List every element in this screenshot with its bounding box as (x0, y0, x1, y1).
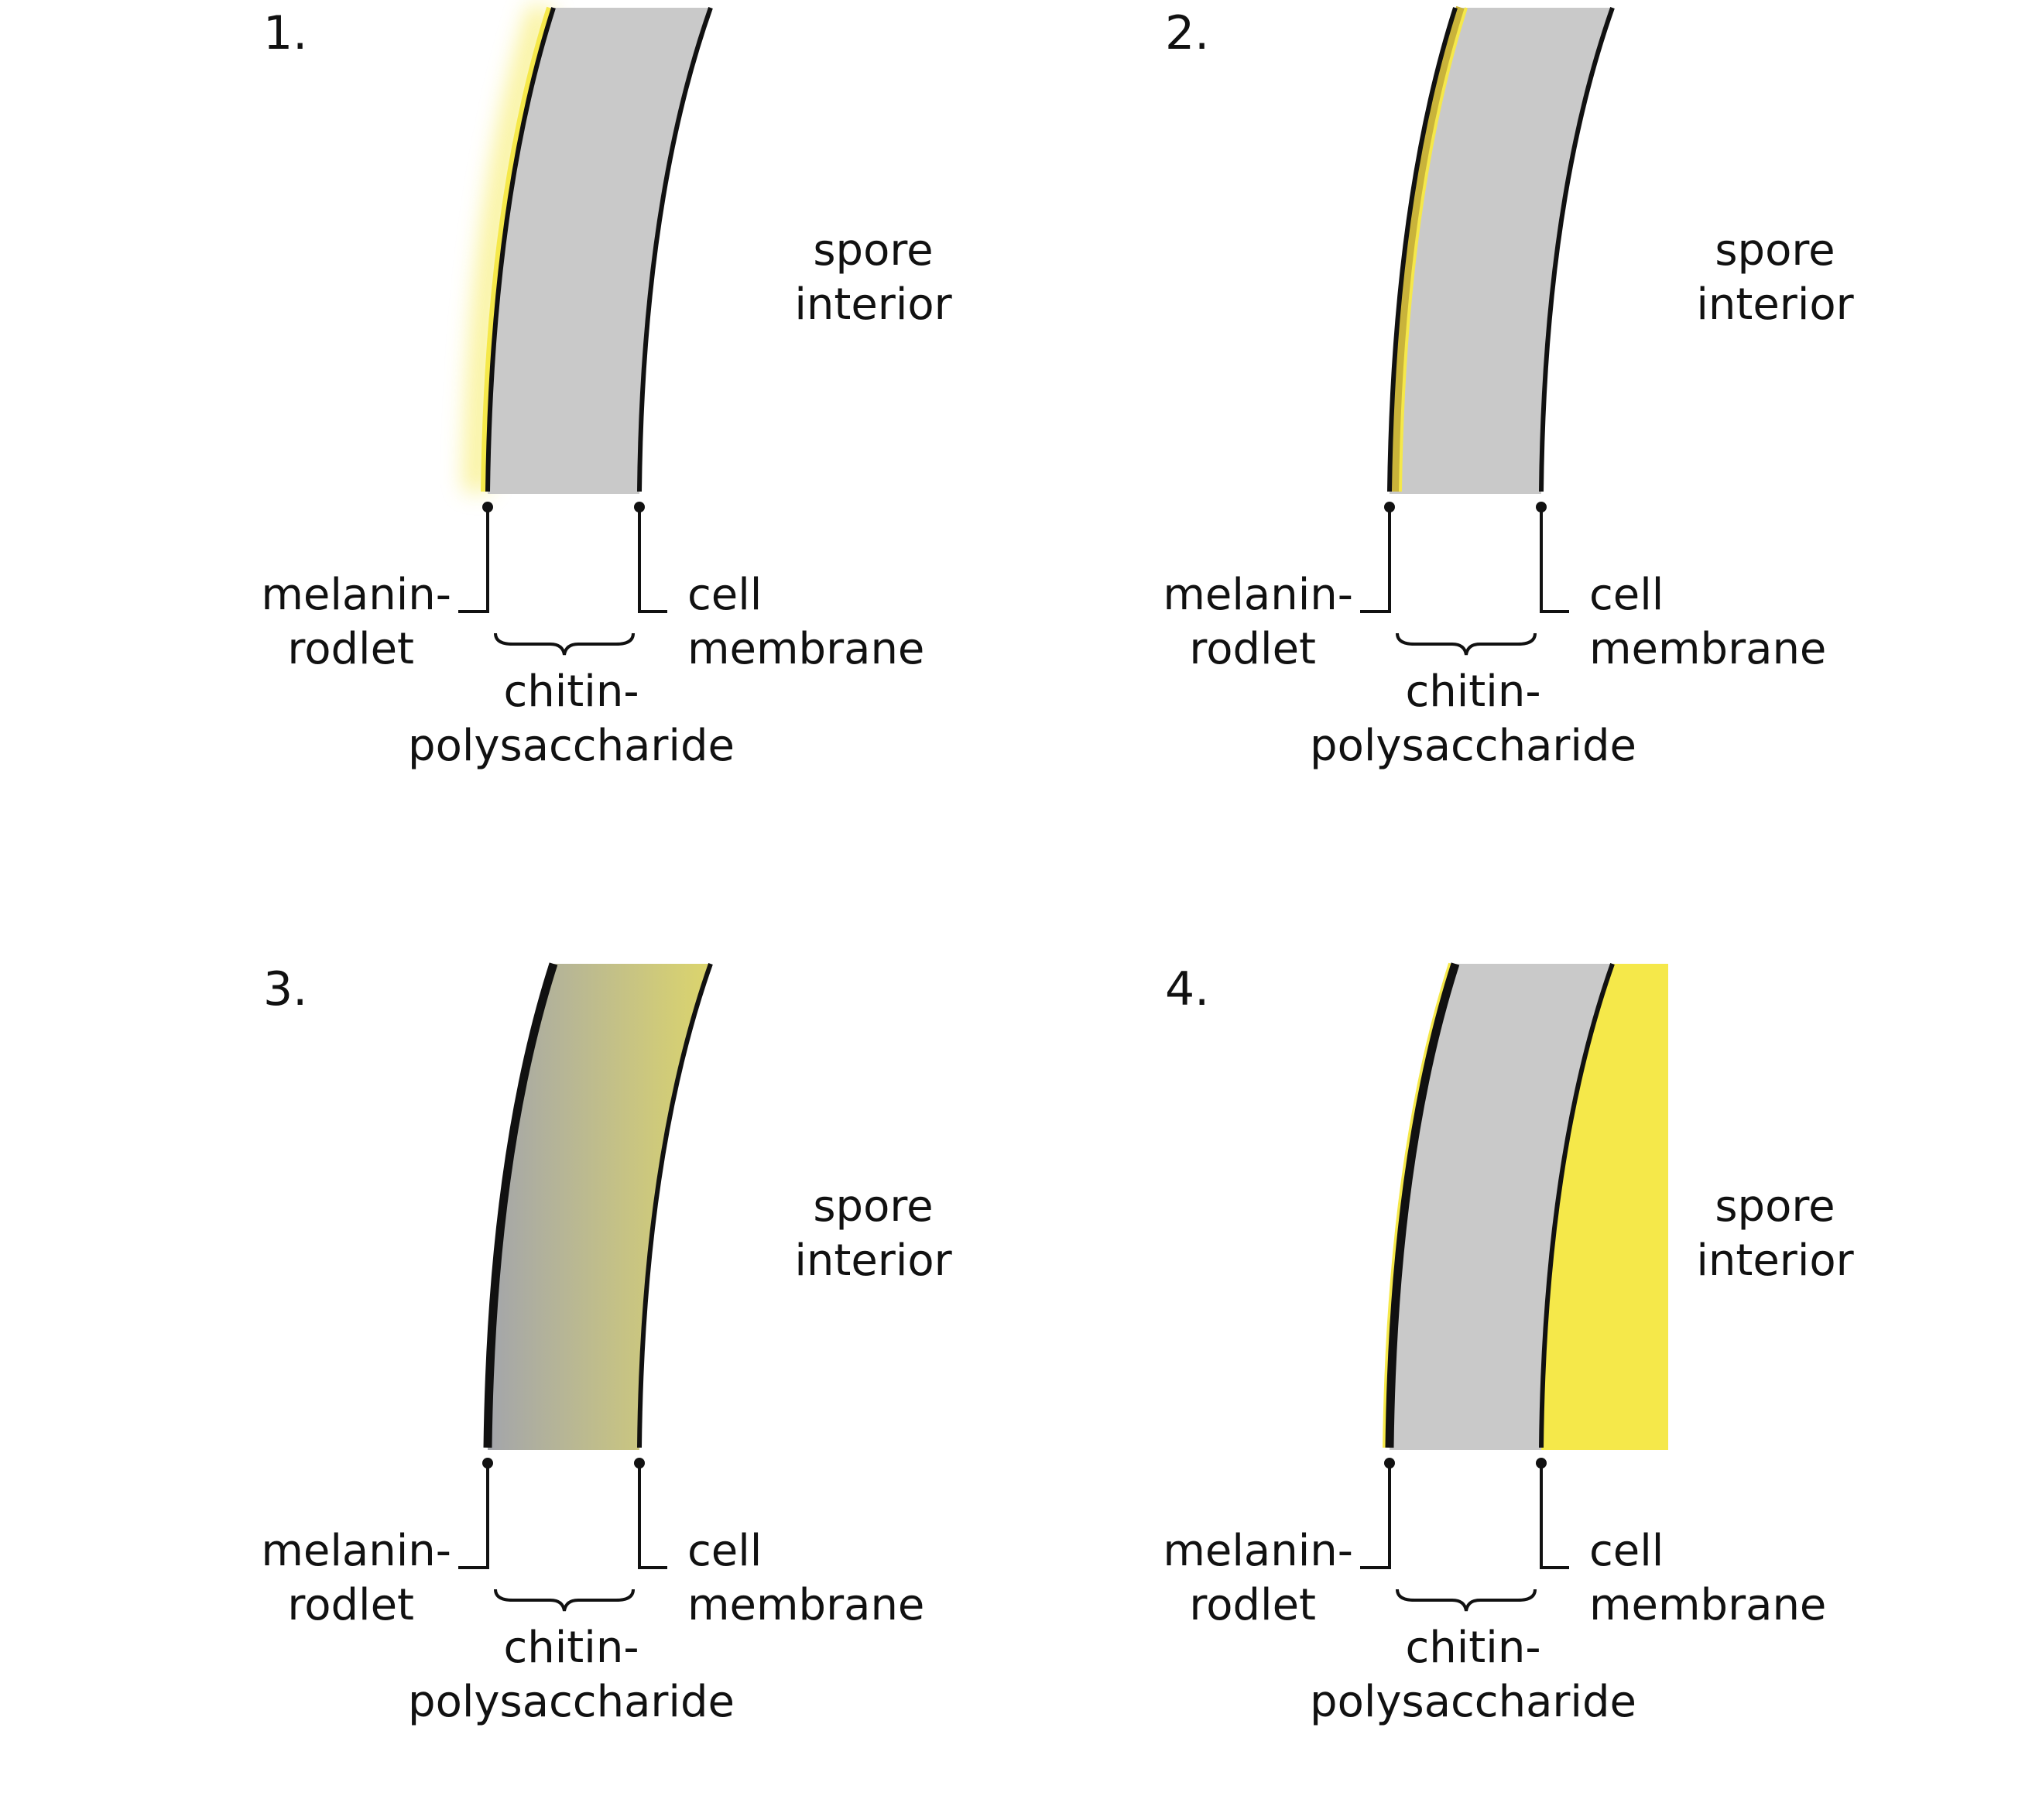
label-spore: spore (1715, 1181, 1835, 1232)
outer-band-highlight (1399, 7, 1468, 492)
cell-wall-body (1390, 964, 1612, 1450)
cell-wall-body (1390, 8, 1612, 494)
melanin-rodlet-line (483, 962, 558, 1448)
label-polysaccharide: polysaccharide (408, 1677, 735, 1727)
melanin-rodlet-line (1387, 7, 1458, 492)
cell-wall-body (488, 8, 711, 494)
spore-interior-fill (1541, 964, 1668, 1450)
label-chitin: chitin- (1405, 667, 1540, 717)
melanin-rodlet-line (1385, 962, 1460, 1448)
panel-number: 4. (1165, 962, 1209, 1016)
label-melanin: melanin- (261, 1526, 451, 1576)
label-rodlet: rodlet (1189, 1580, 1316, 1630)
label-cell: cell (1589, 1526, 1664, 1576)
label-chitin: chitin- (503, 667, 639, 717)
curly-brace (1396, 632, 1537, 656)
outer-leader-line (458, 1463, 489, 1569)
curly-brace (1396, 1589, 1537, 1612)
label-cell: cell (687, 570, 762, 620)
cell-wall-body (488, 964, 711, 1450)
label-interior: interior (794, 1236, 952, 1286)
outer-leader-line (458, 507, 489, 613)
label-membrane: membrane (687, 1580, 924, 1630)
label-melanin: melanin- (1163, 570, 1353, 620)
label-spore: spore (813, 1181, 933, 1232)
label-chitin: chitin- (1405, 1623, 1540, 1673)
label-interior: interior (1696, 279, 1854, 330)
label-melanin: melanin- (1163, 1526, 1353, 1576)
label-polysaccharide: polysaccharide (1310, 1677, 1636, 1727)
inner-leader-line (1540, 1463, 1569, 1569)
label-cell: cell (1589, 570, 1664, 620)
label-rodlet: rodlet (287, 624, 414, 674)
label-interior: interior (1696, 1236, 1854, 1286)
panel-number: 2. (1165, 6, 1209, 60)
inner-leader-line (1540, 507, 1569, 613)
panel-number: 3. (263, 962, 307, 1016)
label-spore: spore (813, 225, 933, 276)
panel-number: 1. (263, 6, 307, 60)
inner-leader-line (638, 1463, 667, 1569)
inner-leader-line (638, 507, 667, 613)
cell-membrane-line (1539, 7, 1615, 492)
label-polysaccharide: polysaccharide (408, 721, 735, 771)
label-spore: spore (1715, 225, 1835, 276)
outer-leader-line (1360, 507, 1391, 613)
cell-membrane-line (1539, 963, 1615, 1448)
label-cell: cell (687, 1526, 762, 1576)
label-membrane: membrane (687, 624, 924, 674)
label-rodlet: rodlet (1189, 624, 1316, 674)
label-rodlet: rodlet (287, 1580, 414, 1630)
outer-yellow-edge (481, 6, 553, 492)
label-membrane: membrane (1589, 1580, 1826, 1630)
label-chitin: chitin- (503, 1623, 639, 1673)
cell-membrane-line (637, 7, 713, 492)
outer-band (1390, 5, 1467, 492)
curly-brace (494, 632, 635, 656)
outer-glow (464, 3, 556, 492)
label-polysaccharide: polysaccharide (1310, 721, 1636, 771)
label-interior: interior (794, 279, 952, 330)
cell-membrane-line (637, 963, 713, 1448)
label-melanin: melanin- (261, 570, 451, 620)
curly-brace (494, 1589, 635, 1612)
label-membrane: membrane (1589, 624, 1826, 674)
melanin-rodlet-line (485, 7, 556, 492)
outer-leader-line (1360, 1463, 1391, 1569)
